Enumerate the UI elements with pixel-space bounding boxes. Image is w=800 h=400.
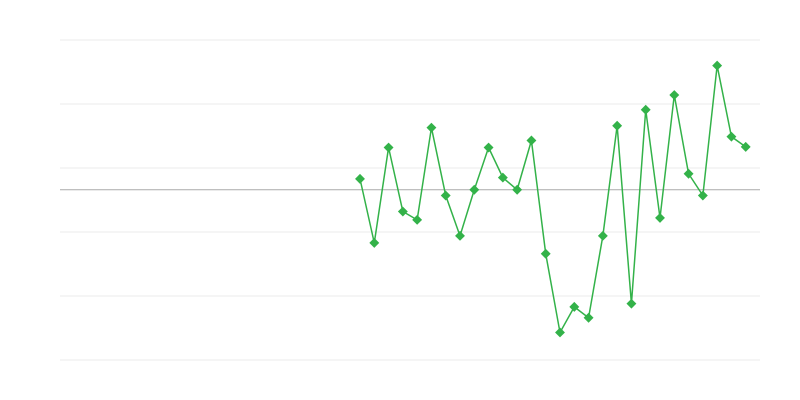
data-point xyxy=(526,135,537,146)
data-point xyxy=(369,237,380,248)
gridlines xyxy=(60,39,760,361)
data-point xyxy=(726,131,737,142)
data-point xyxy=(426,122,437,133)
data-point xyxy=(440,190,451,201)
data-point xyxy=(412,214,423,225)
data-point xyxy=(555,327,565,338)
data-point xyxy=(712,60,723,71)
data-point xyxy=(483,142,494,153)
data-point xyxy=(583,312,594,323)
data-point xyxy=(383,142,394,153)
series-line xyxy=(359,65,747,335)
data-point xyxy=(455,230,465,241)
data-point xyxy=(740,141,751,152)
data-point xyxy=(497,172,508,183)
data-point xyxy=(697,190,708,201)
data-point xyxy=(397,206,408,217)
data-point xyxy=(569,301,580,312)
data-point xyxy=(512,184,523,195)
data-point xyxy=(640,104,651,115)
series xyxy=(355,60,751,338)
data-point xyxy=(669,90,680,100)
data-point xyxy=(626,298,637,309)
data-point xyxy=(355,173,365,184)
data-point xyxy=(612,120,623,131)
data-point xyxy=(469,184,480,195)
data-point xyxy=(655,212,665,223)
data-point xyxy=(540,248,551,259)
data-point xyxy=(597,230,608,241)
data-point xyxy=(683,168,694,179)
